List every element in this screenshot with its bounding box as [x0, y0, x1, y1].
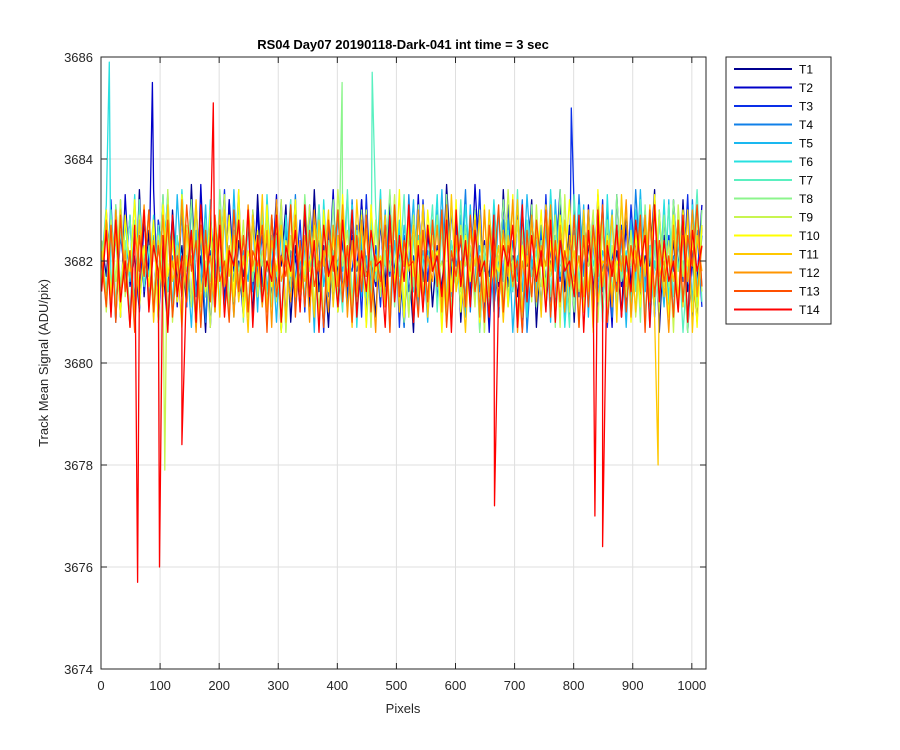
legend-label-t5: T5 — [799, 137, 813, 151]
series-lines — [101, 61, 703, 583]
chart-title: RS04 Day07 20190118-Dark-041 int time = … — [257, 37, 549, 52]
series-line-t13 — [101, 204, 703, 334]
legend-label-t1: T1 — [799, 63, 813, 77]
x-axis-label: Pixels — [386, 701, 421, 716]
legend-label-t10: T10 — [799, 229, 820, 243]
x-tick-label: 800 — [563, 678, 585, 693]
x-tick-label: 200 — [208, 678, 230, 693]
legend-label-t9: T9 — [799, 211, 813, 225]
x-tick-label: 400 — [326, 678, 348, 693]
y-tick-label: 3686 — [64, 50, 93, 65]
legend-label-t4: T4 — [799, 118, 813, 132]
x-tick-label: 500 — [386, 678, 408, 693]
x-tick-label: 1000 — [677, 678, 706, 693]
legend-label-t14: T14 — [799, 303, 820, 317]
x-tick-label: 100 — [149, 678, 171, 693]
legend-label-t7: T7 — [799, 174, 813, 188]
series-line-t14 — [101, 102, 703, 583]
y-tick-label: 3676 — [64, 560, 93, 575]
legend-label-t3: T3 — [799, 100, 813, 114]
legend-label-t6: T6 — [799, 155, 813, 169]
y-tick-label: 3680 — [64, 356, 93, 371]
axis-ticks: 0 100 200 300 400 500 600 700 800 900 1000 3674 3676… — [64, 50, 706, 693]
x-tick-label: 0 — [97, 678, 104, 693]
x-tick-label: 300 — [267, 678, 289, 693]
y-tick-label: 3684 — [64, 152, 93, 167]
x-tick-label: 600 — [445, 678, 467, 693]
y-axis-label: Track Mean Signal (ADU/pix) — [36, 279, 51, 447]
legend-box — [725, 56, 832, 325]
grid-lines — [101, 57, 706, 669]
legend-label-t12: T12 — [799, 266, 820, 280]
y-tick-label: 3682 — [64, 254, 93, 269]
legend-label-t13: T13 — [799, 285, 820, 299]
legend-label-t2: T2 — [799, 81, 813, 95]
legend-label-t8: T8 — [799, 192, 813, 206]
legend: T1 T2 T3 T4 T5 T6 T7 T8 T9 T10 T11 T12 T13 T14 — [725, 56, 832, 325]
y-tick-label: 3678 — [64, 458, 93, 473]
x-tick-label: 900 — [622, 678, 644, 693]
x-tick-label: 700 — [504, 678, 526, 693]
legend-label-t11: T11 — [799, 248, 819, 262]
y-tick-label: 3674 — [64, 662, 93, 677]
